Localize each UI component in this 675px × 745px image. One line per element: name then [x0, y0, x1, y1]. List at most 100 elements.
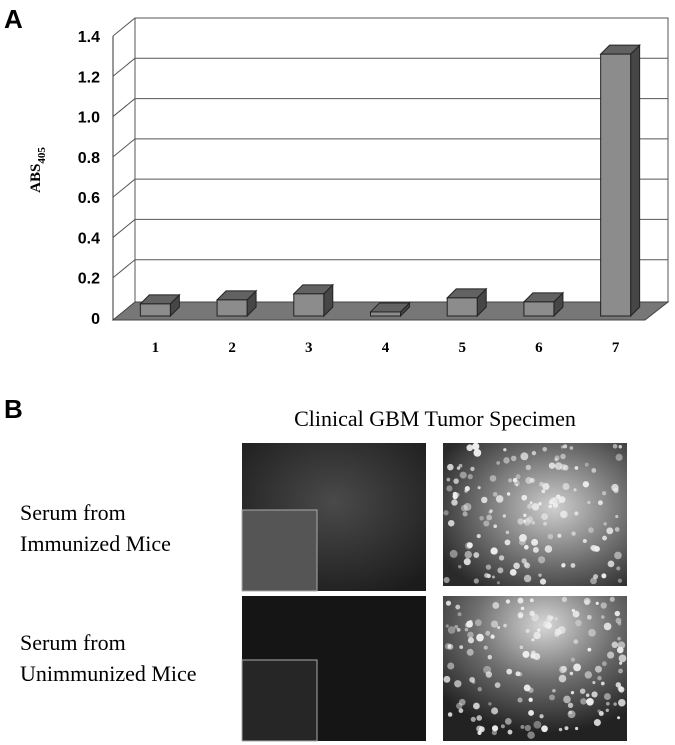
cell: [603, 522, 607, 526]
cell: [607, 651, 615, 659]
y-axis-title: ABS405: [28, 147, 48, 193]
cell: [561, 665, 568, 672]
cell: [560, 510, 568, 519]
panel-label: A: [4, 4, 23, 34]
cell: [491, 575, 495, 579]
cell: [467, 637, 475, 644]
cell: [464, 485, 470, 492]
cell: [586, 614, 592, 620]
cell: [618, 698, 626, 707]
cell: [488, 702, 492, 706]
cell: [443, 510, 449, 516]
cell: [539, 578, 547, 585]
cell: [591, 545, 598, 552]
y-tick-label: 1.0: [78, 110, 100, 127]
cell: [583, 597, 591, 605]
cell: [494, 682, 501, 688]
micrograph-inset: [241, 659, 318, 742]
cell: [560, 563, 566, 568]
cell: [476, 715, 483, 721]
cell: [600, 602, 607, 609]
cell: [605, 708, 609, 712]
cell: [575, 619, 582, 627]
cell: [470, 716, 476, 722]
cell: [538, 573, 542, 577]
back-wall: [134, 17, 669, 303]
cell: [558, 496, 566, 504]
cell: [458, 698, 466, 706]
cell: [443, 675, 451, 683]
x-tick-label: 4: [382, 340, 390, 356]
cell: [597, 709, 601, 713]
cell: [469, 619, 473, 624]
cell: [458, 708, 464, 714]
y-tick-label: 0.6: [78, 190, 100, 207]
cell: [591, 691, 598, 698]
cell: [515, 483, 519, 487]
cell: [464, 550, 473, 559]
cell: [471, 680, 476, 684]
cell: [562, 483, 570, 491]
cell: [569, 446, 574, 450]
cell: [463, 558, 471, 566]
cell: [554, 462, 563, 470]
cell: [606, 527, 614, 535]
cell: [603, 693, 611, 700]
cell: [476, 534, 481, 539]
cell: [459, 471, 467, 479]
cell: [504, 717, 512, 725]
x-tick-label: 3: [305, 340, 313, 356]
cell: [597, 500, 603, 506]
cell: [618, 654, 627, 663]
cell: [512, 477, 518, 483]
cell: [600, 681, 605, 686]
cell: [541, 513, 549, 521]
cell: [531, 503, 540, 511]
bar: [139, 303, 171, 317]
cell: [479, 516, 484, 521]
cell: [548, 504, 552, 509]
cell: [524, 562, 531, 569]
cell: [558, 674, 567, 683]
cell: [503, 448, 507, 452]
cell: [451, 499, 458, 506]
cell: [452, 491, 458, 497]
cell: [518, 538, 526, 546]
cell: [547, 533, 554, 540]
chart-area: 0 0.2 0.4 0.6 0.8 1.0 1.2 1.4 1 2 3 4 5 6 7: [78, 17, 668, 356]
cell: [523, 513, 527, 518]
cell: [507, 729, 513, 735]
cell: [582, 538, 587, 543]
bar: [370, 311, 401, 317]
cell: [561, 596, 568, 603]
x-tick-label: 7: [612, 340, 620, 356]
cell: [477, 486, 481, 490]
y-tick-label: 1.2: [78, 69, 100, 86]
cell: [473, 578, 479, 584]
cell: [549, 694, 555, 701]
y-tick-label: 0.4: [78, 230, 100, 247]
cell: [466, 444, 474, 452]
cell: [447, 519, 455, 527]
cell: [597, 675, 602, 681]
cell: [470, 466, 475, 472]
cell: [525, 628, 530, 634]
bar: [216, 299, 248, 317]
cell: [456, 702, 463, 710]
cell: [574, 511, 579, 516]
x-tick-label: 1: [152, 340, 160, 356]
cell: [568, 710, 572, 715]
cell: [485, 671, 493, 678]
cell: [587, 500, 591, 505]
cell: [554, 617, 558, 621]
cell: [584, 671, 593, 679]
cell: [531, 538, 539, 546]
micrograph-inset: [241, 509, 318, 592]
row-label-line: Serum from: [20, 500, 126, 525]
cell: [525, 476, 533, 484]
cell: [477, 687, 482, 692]
cell: [542, 446, 548, 452]
cell: [523, 684, 531, 692]
cell: [498, 555, 505, 561]
